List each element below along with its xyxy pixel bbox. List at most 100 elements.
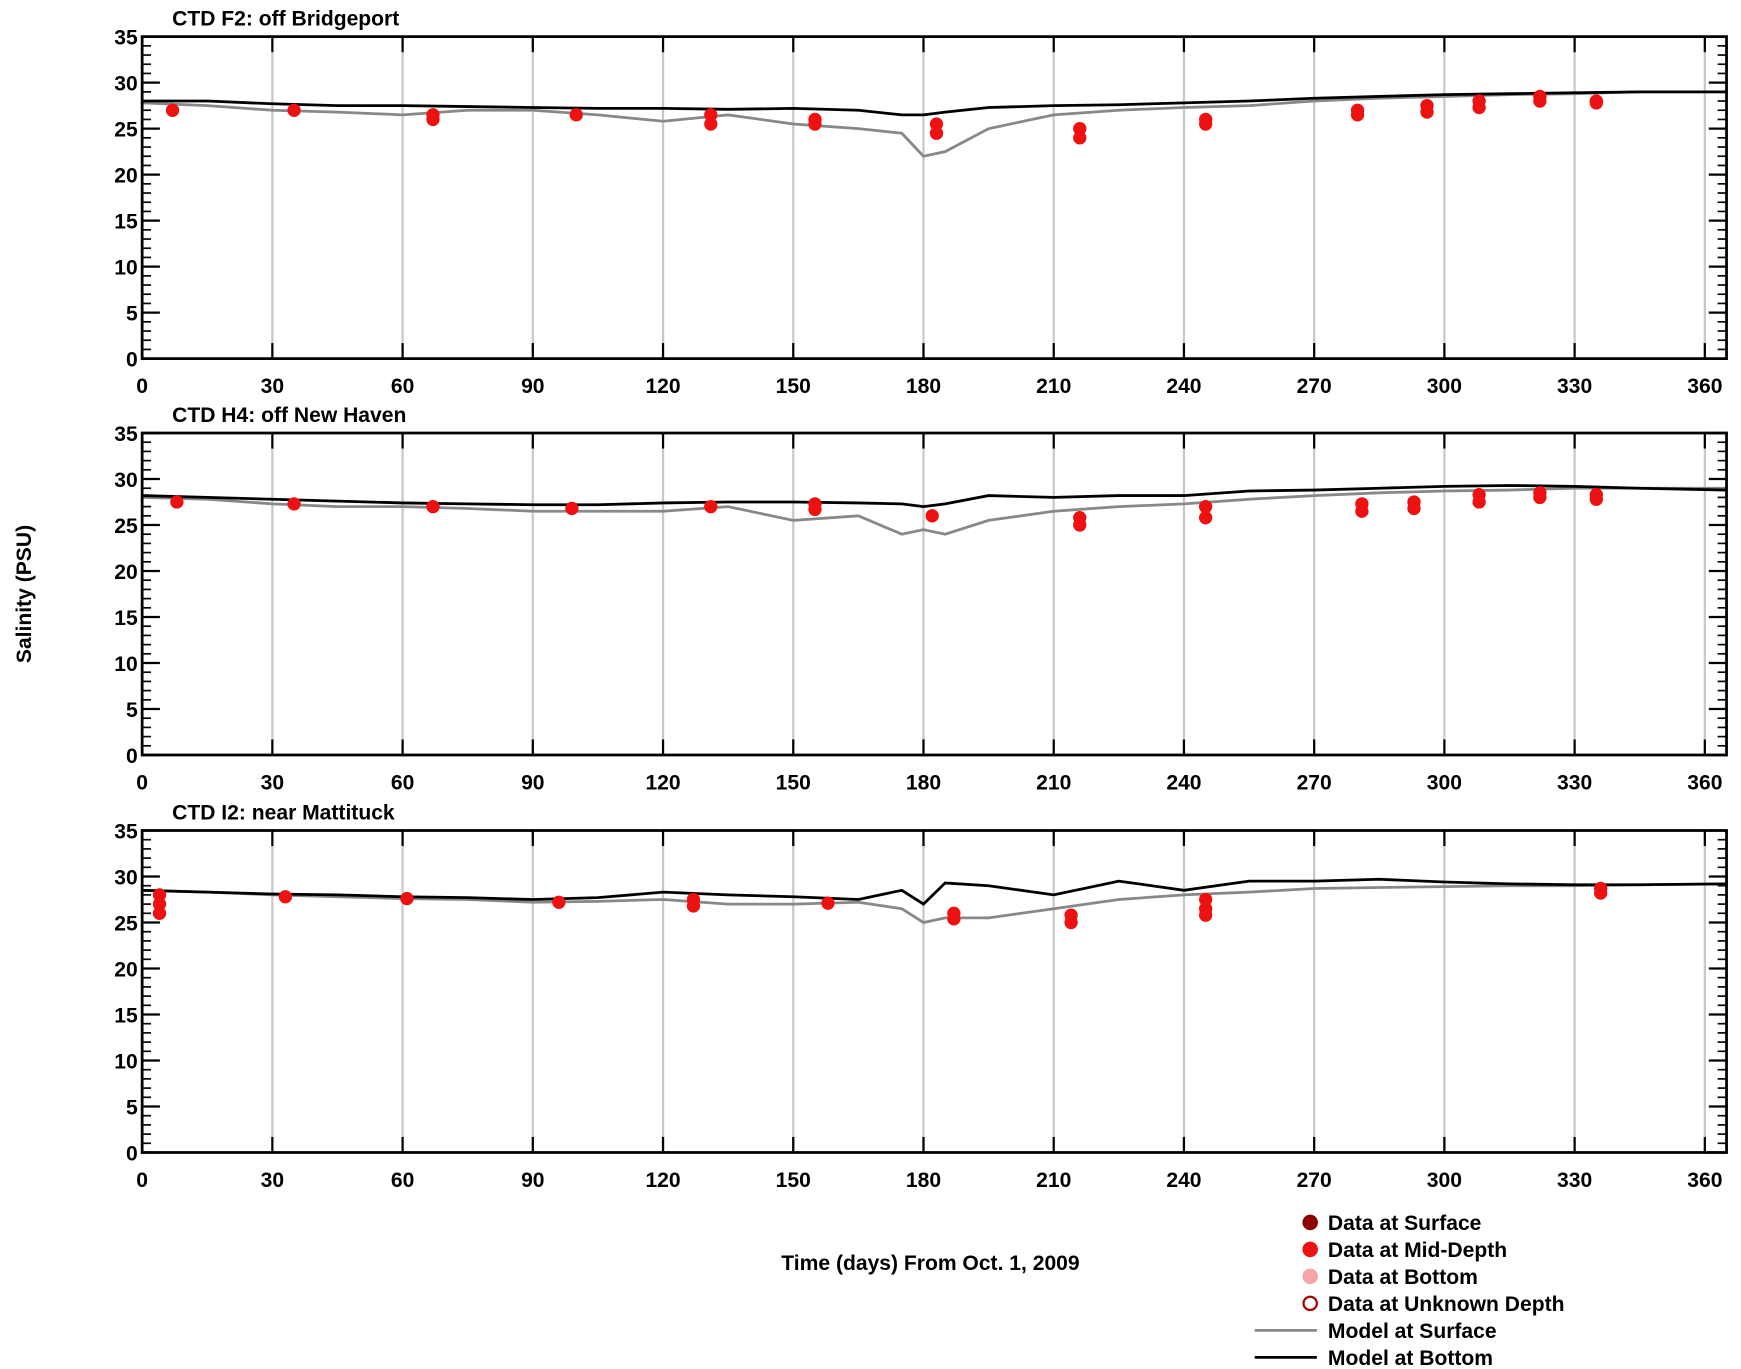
data-point [426,112,440,127]
x-tick-label: 30 [261,1169,284,1192]
x-tick-label: 60 [391,375,414,398]
y-tick-label: 15 [114,1004,138,1027]
data-point [808,117,822,131]
x-tick-label: 90 [521,375,544,398]
x-tick-label: 300 [1427,1169,1462,1192]
y-tick-label: 10 [114,653,137,676]
data-point [152,888,167,902]
x-tick-label: 180 [906,375,941,398]
y-tick-label: 30 [114,72,137,95]
x-tick-label: 180 [906,771,941,794]
x-axis-label: Time (days) From Oct. 1, 2009 [781,1252,1079,1275]
data-point [1198,499,1213,514]
x-tick-label: 90 [521,1169,544,1192]
x-tick-label: 240 [1166,375,1201,398]
y-tick-label: 25 [114,912,138,935]
x-tick-label: 330 [1557,1169,1592,1192]
y-tick-label: 20 [114,958,137,981]
x-tick-label: 90 [521,771,544,794]
panel-title: CTD I2: near Mattituck [172,801,395,824]
x-tick-label: 150 [776,375,811,398]
legend-marker [1302,1241,1318,1258]
x-tick-label: 0 [136,1169,148,1192]
data-point [1073,131,1087,145]
y-tick-label: 10 [114,256,137,279]
data-point [287,497,301,511]
data-point [1533,490,1547,505]
data-point [152,906,167,920]
x-tick-label: 330 [1557,375,1592,398]
data-point [704,108,718,122]
model-line [142,90,1727,117]
x-tick-label: 240 [1166,771,1201,794]
data-point [929,117,944,131]
data-point [1073,518,1087,532]
data-point [170,495,184,509]
legend-marker [1302,1214,1318,1231]
y-tick-label: 0 [126,348,138,371]
x-tick-label: 150 [776,771,811,794]
model-line [142,484,1727,509]
y-axis-label: Salinity (PSU) [13,525,36,663]
x-tick-label: 330 [1557,771,1592,794]
legend-marker [1302,1268,1318,1285]
data-point [1589,492,1603,506]
data-point [152,897,167,911]
data-point [821,896,835,910]
data-point [1198,117,1213,131]
data-point [569,108,583,122]
model-line [142,882,1727,924]
legend-label: Data at Surface [1328,1212,1481,1235]
x-tick-label: 360 [1687,375,1722,398]
plot-frame [140,431,1728,757]
legend-label: Model at Surface [1328,1320,1497,1343]
x-tick-label: 120 [645,771,680,794]
data-point [1073,121,1087,136]
model-line [142,486,1727,536]
plot-frame [140,829,1728,1154]
data-point [1350,108,1365,122]
data-point [686,899,701,913]
y-tick-label: 0 [126,1142,138,1165]
data-point [1355,504,1369,518]
x-tick-label: 60 [391,771,414,794]
data-point [552,895,566,909]
x-tick-label: 360 [1687,1169,1722,1192]
x-tick-label: 30 [261,375,284,398]
data-point [704,117,718,131]
x-tick-label: 240 [1166,1169,1201,1192]
data-point [929,126,944,140]
x-tick-label: 270 [1297,1169,1332,1192]
y-tick-label: 20 [114,164,137,187]
data-point [1198,510,1213,525]
y-tick-label: 35 [114,820,138,843]
y-tick-label: 15 [114,607,138,630]
x-tick-label: 0 [136,771,148,794]
y-tick-label: 35 [114,423,138,446]
y-tick-label: 35 [114,26,138,49]
data-point [1593,886,1608,900]
y-tick-label: 5 [126,1096,138,1119]
x-tick-label: 120 [645,375,680,398]
x-tick-label: 180 [906,1169,941,1192]
x-tick-label: 210 [1036,771,1071,794]
legend-label: Data at Mid-Depth [1328,1239,1507,1262]
y-tick-label: 5 [126,302,138,325]
model-line [142,877,1727,906]
data-point [925,509,939,523]
data-point [165,103,180,117]
x-tick-label: 270 [1297,771,1332,794]
data-point [704,499,718,514]
y-tick-label: 15 [114,210,138,233]
x-tick-label: 30 [261,771,284,794]
x-tick-label: 210 [1036,375,1071,398]
x-tick-label: 150 [776,1169,811,1192]
legend-label: Data at Bottom [1328,1266,1478,1289]
data-point [1198,892,1213,907]
model-line [142,90,1727,158]
y-tick-label: 5 [126,699,138,722]
x-tick-label: 210 [1036,1169,1071,1192]
panel-title: CTD H4: off New Haven [172,404,406,427]
data-point [1472,495,1486,509]
